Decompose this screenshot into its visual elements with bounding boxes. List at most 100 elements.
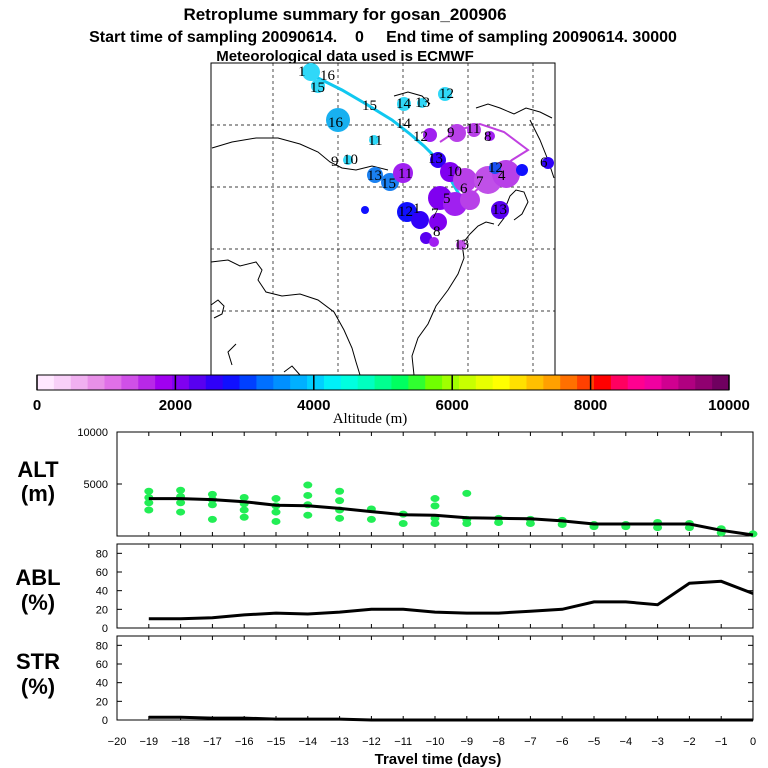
colorbar-cell <box>323 375 342 390</box>
colorbar-cell <box>239 375 257 390</box>
altitude-point <box>303 511 313 519</box>
colorbar-tick-label: 2000 <box>159 397 192 414</box>
y-tick-label: 80 <box>96 640 108 652</box>
colorbar-cell <box>104 375 122 390</box>
colorbar-cell <box>273 375 291 390</box>
colorbar-cell <box>307 375 325 390</box>
sampling-times: Start time of sampling 20090614. 0 End t… <box>89 29 677 46</box>
met-data-source: Meteorological data used is ECMWF <box>216 48 474 65</box>
altitude-point <box>335 497 345 505</box>
traj-label: 8 <box>484 129 492 145</box>
traj-label: 12 <box>488 160 503 176</box>
colorbar-cell <box>256 375 274 390</box>
abl-panel-unit: (%) <box>21 590 55 615</box>
colorbar-cell <box>695 375 713 390</box>
colorbar-cell <box>87 375 106 390</box>
colorbar-cell <box>509 375 527 390</box>
altitude-point <box>525 520 535 528</box>
x-tick-label: −10 <box>426 736 445 748</box>
x-tick-label: −14 <box>298 736 317 748</box>
x-tick-label: −6 <box>556 736 569 748</box>
x-tick-label: −9 <box>461 736 474 748</box>
panel-frame <box>116 543 754 629</box>
altitude-point <box>239 513 249 521</box>
series-line <box>148 579 754 621</box>
colorbar-cell <box>391 375 409 390</box>
altitude-colorbar: 0 2000 4000 6000 8000 10000 Altitude (m) <box>33 374 750 427</box>
y-tick-label: 0 <box>102 623 108 635</box>
traj-label: 12 <box>398 204 413 220</box>
altitude-point <box>462 520 472 528</box>
altitude-point <box>398 520 408 528</box>
colorbar-tick-label: 8000 <box>574 397 607 414</box>
altitude-point <box>271 508 281 516</box>
x-tick-label: −20 <box>108 736 127 748</box>
colorbar-cell <box>290 375 308 390</box>
y-tick-label: 60 <box>96 567 108 579</box>
x-tick-label: −1 <box>715 736 728 748</box>
colorbar-cell <box>661 375 679 390</box>
x-tick-label: −2 <box>683 736 696 748</box>
traj-label: 13 <box>428 151 443 167</box>
colorbar-cell <box>188 375 207 390</box>
colorbar-cell <box>37 375 55 390</box>
altitude-point <box>271 495 281 503</box>
y-tick-label: 0 <box>102 715 108 727</box>
colorbar-tick-label: 10000 <box>708 397 750 414</box>
colorbar-cell <box>610 375 629 390</box>
traj-label: 6 <box>460 181 468 197</box>
timeseries-panels: ALT (m) ABL (%) STR (%) 5000 10000 0 20 40 60… <box>15 427 758 768</box>
traj-label: 10 <box>447 164 462 180</box>
series-line <box>148 497 754 537</box>
colorbar-label: Altitude (m) <box>333 411 408 427</box>
altitude-point <box>366 515 376 523</box>
altitude-point <box>239 494 249 502</box>
y-tick-label: 40 <box>96 678 108 690</box>
traj-label: 13 <box>415 95 430 111</box>
altitude-point <box>176 508 186 516</box>
y-tick-label: 5000 <box>84 479 108 491</box>
colorbar-cell <box>408 375 426 390</box>
colorbar-cell <box>560 375 578 390</box>
colorbar-cell <box>53 375 72 390</box>
colorbar-cell <box>593 375 612 390</box>
traj-label: 14 <box>396 116 412 132</box>
x-tick-label: −7 <box>524 736 537 748</box>
traj-label: 6 <box>540 155 548 171</box>
x-tick-label: −5 <box>588 736 601 748</box>
figure-title: Retroplume summary for gosan_200906 <box>183 5 506 24</box>
altitude-point <box>335 487 345 495</box>
traj-label: 9 <box>331 154 339 170</box>
colorbar-cell <box>138 375 156 390</box>
x-tick-label: −18 <box>171 736 190 748</box>
colorbar-cell <box>155 375 173 390</box>
colorbar-cell <box>374 375 392 390</box>
traj-label: 1 <box>413 201 421 217</box>
x-tick-label: −17 <box>203 736 222 748</box>
altitude-point <box>462 489 472 497</box>
traj-label: 13 <box>492 202 507 218</box>
colorbar-cell <box>475 375 494 390</box>
x-tick-label: −11 <box>394 736 412 748</box>
colorbar-cell <box>425 375 443 390</box>
colorbar-cell <box>577 375 595 390</box>
x-tick-label: −3 <box>651 736 664 748</box>
traj-label: 12 <box>413 129 428 145</box>
colorbar-cell <box>627 375 646 390</box>
abl-panel-label: ABL <box>15 565 60 590</box>
colorbar-cell <box>340 375 359 390</box>
traj-label: 7 <box>431 206 439 222</box>
altitude-point <box>335 514 345 522</box>
colorbar-cell <box>543 375 561 390</box>
y-tick-label: 40 <box>96 586 108 598</box>
altitude-point <box>144 506 154 514</box>
altitude-point <box>430 520 440 528</box>
colorbar-cell <box>458 375 477 390</box>
colorbar-tick-label: 6000 <box>436 397 469 414</box>
trajectory-day-labels: 1 16 15 15 16 14 13 12 14 12 11 9 10 13 … <box>298 64 548 253</box>
colorbar-cell <box>172 375 190 390</box>
altitude-point <box>207 501 217 509</box>
altitude-point <box>653 524 663 532</box>
colorbar-cell <box>70 375 89 390</box>
